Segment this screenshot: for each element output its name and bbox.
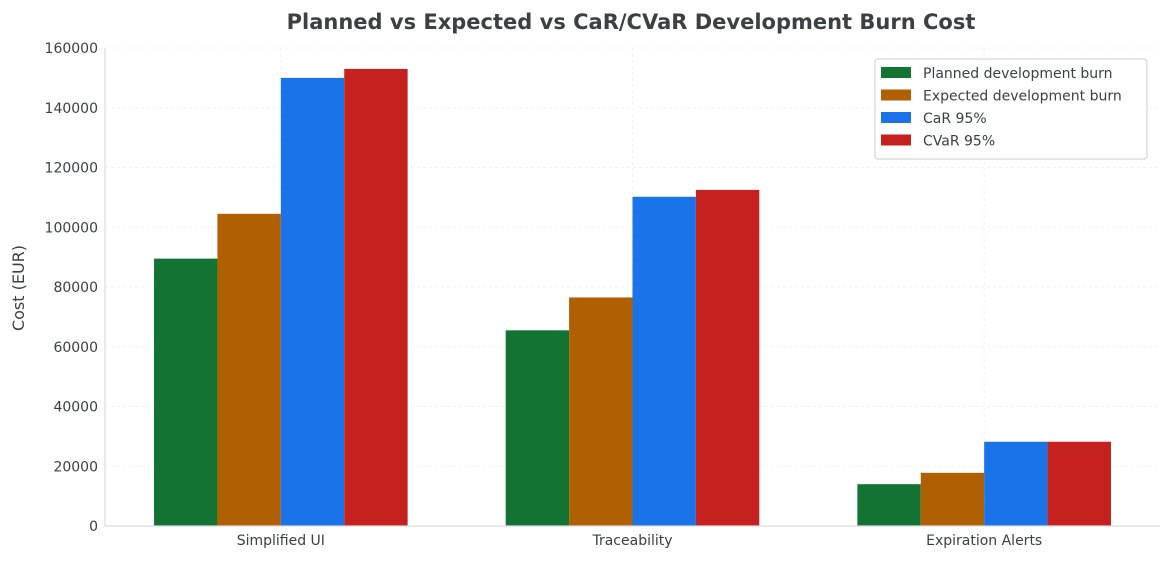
bar-planned-development-burn-traceability — [505, 330, 570, 526]
y-tick-label: 40000 — [53, 400, 98, 416]
bar-cvar-95--simplified-ui — [344, 68, 408, 526]
y-tick-label: 100000 — [45, 220, 98, 236]
bar-planned-development-burn-simplified-ui — [154, 258, 218, 526]
x-tick-labels: Simplified UI Traceability Expiration Aler… — [237, 533, 1043, 549]
y-tick-label: 120000 — [45, 161, 98, 177]
legend-swatch — [881, 89, 911, 101]
legend-box — [874, 58, 1148, 160]
legend-label: Expected development burn — [923, 89, 1122, 105]
bar-car-95--traceability — [632, 196, 696, 526]
y-tick-label: 160000 — [45, 41, 98, 57]
y-tick-label: 0 — [89, 519, 98, 535]
bars — [154, 68, 1111, 526]
bar-expected-development-burn-traceability — [569, 297, 633, 526]
legend-swatch — [881, 112, 911, 123]
chart-title: Planned vs Expected vs CaR/CVaR Developm… — [287, 10, 976, 34]
legend: Planned development burn Expected develop… — [874, 58, 1148, 160]
bar-expected-development-burn-expiration-alerts — [920, 472, 985, 526]
axes — [104, 48, 1160, 527]
legend-swatch — [881, 134, 911, 146]
bar-expected-development-burn-simplified-ui — [217, 213, 281, 526]
y-tick-labels: 0 20000 40000 60000 80000 100000 120000 140000 1… — [45, 41, 98, 535]
bar-cvar-95--traceability — [695, 189, 760, 526]
y-tick-label: 80000 — [53, 280, 98, 296]
y-tick-label: 140000 — [45, 101, 98, 117]
y-axis-label: Cost (EUR) — [9, 245, 28, 331]
legend-label: CaR 95% — [923, 111, 987, 127]
legend-label: CVaR 95% — [923, 134, 995, 150]
x-tick-label: Simplified UI — [237, 533, 325, 549]
x-tick-label: Traceability — [591, 533, 672, 549]
bar-planned-development-burn-expiration-alerts — [857, 484, 921, 526]
x-tick-label: Expiration Alerts — [926, 533, 1042, 549]
legend-label: Planned development burn — [923, 66, 1113, 82]
bar-car-95--simplified-ui — [280, 77, 345, 526]
y-tick-label: 60000 — [53, 340, 98, 356]
bar-car-95--expiration-alerts — [984, 441, 1048, 526]
legend-swatch — [881, 67, 911, 78]
y-tick-label: 20000 — [53, 459, 98, 475]
bar-cvar-95--expiration-alerts — [1047, 441, 1111, 526]
